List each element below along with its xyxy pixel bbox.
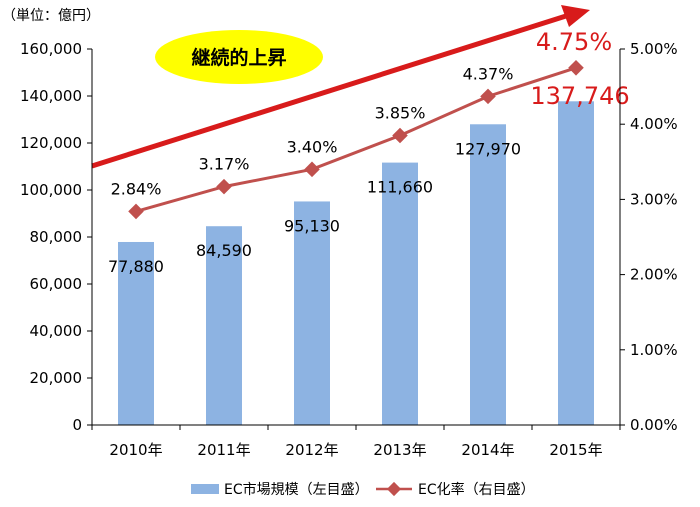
legend-bar-swatch (191, 484, 219, 494)
x-tick-label: 2014年 (461, 441, 514, 459)
bar-value-label: 84,590 (196, 241, 252, 260)
x-axis-ticks: 2010年 2011年 2012年 2013年 2014年 2015年 (91, 425, 621, 459)
bar (558, 101, 594, 425)
legend-line-label: EC化率（右目盛） (418, 481, 535, 498)
line-value-label: 2.84% (111, 179, 162, 198)
x-tick-label: 2010年 (109, 441, 162, 459)
right-tick-label: 1.00% (630, 341, 678, 359)
callout: 継続的上昇 (155, 30, 323, 84)
bar-value-label: 77,880 (108, 257, 164, 276)
left-tick-label: 120,000 (20, 134, 82, 152)
callout-ellipse (155, 30, 323, 84)
line-marker (568, 60, 584, 76)
x-tick-label: 2015年 (549, 441, 602, 459)
bar (206, 226, 242, 425)
ec-rate-polyline (135, 66, 577, 213)
legend-bar-label: EC市場規模（左目盛） (224, 481, 369, 498)
bars (118, 101, 594, 425)
x-tick-label: 2011年 (197, 441, 250, 459)
bar-value-label: 95,130 (284, 216, 340, 235)
line-value-label: 3.17% (199, 155, 250, 174)
unit-label: （単位：億円） (2, 8, 100, 24)
line-value-label: 3.85% (375, 103, 426, 122)
left-axis-ticks: 0 20,000 40,000 60,000 80,000 100,000 120,000 1… (20, 40, 92, 434)
bar-value-label: 137,746 (530, 82, 629, 110)
trend-arrow-line (91, 13, 567, 169)
left-tick-label: 140,000 (20, 87, 82, 105)
left-tick-label: 100,000 (20, 181, 82, 199)
line-value-label: 3.40% (287, 137, 338, 156)
line-value-label: 4.75% (536, 28, 612, 56)
line-marker (392, 127, 408, 144)
line-marker (216, 178, 232, 195)
left-tick-label: 160,000 (20, 40, 82, 58)
legend: EC市場規模（左目盛） EC化率（右目盛） (191, 481, 535, 498)
right-tick-label: 3.00% (630, 190, 678, 208)
left-tick-label: 80,000 (30, 228, 83, 246)
left-tick-label: 60,000 (30, 275, 83, 293)
trend-arrow (91, 5, 590, 169)
right-tick-label: 2.00% (630, 266, 678, 284)
left-tick-label: 40,000 (30, 322, 83, 340)
left-tick-label: 0 (72, 416, 82, 434)
x-tick-label: 2013年 (373, 441, 426, 459)
line-marker (304, 161, 320, 178)
bar (118, 241, 154, 425)
right-tick-label: 0.00% (630, 416, 678, 434)
bar-value-label: 111,660 (367, 178, 433, 197)
callout-text: 継続的上昇 (191, 46, 286, 69)
trend-arrow-head (561, 5, 590, 27)
bar (294, 201, 330, 425)
bar (382, 162, 418, 425)
right-tick-label: 5.00% (630, 40, 678, 58)
right-axis-ticks: 0.00% 1.00% 2.00% 3.00% 4.00% 5.00% (620, 40, 678, 434)
left-tick-label: 20,000 (30, 369, 83, 387)
bar-labels: 77,880 84,590 95,130 111,660 127,970 137,746 (108, 82, 630, 276)
line-marker (128, 203, 144, 220)
bar-value-label: 127,970 (455, 139, 521, 158)
line-value-label: 4.37% (463, 64, 514, 83)
x-tick-label: 2012年 (285, 441, 338, 459)
legend-line-marker (386, 481, 402, 497)
right-tick-label: 4.00% (630, 115, 678, 133)
line-labels: 2.84% 3.17% 3.40% 3.85% 4.37% 4.75% (111, 28, 613, 199)
bar (470, 124, 506, 425)
line-marker (480, 88, 496, 105)
